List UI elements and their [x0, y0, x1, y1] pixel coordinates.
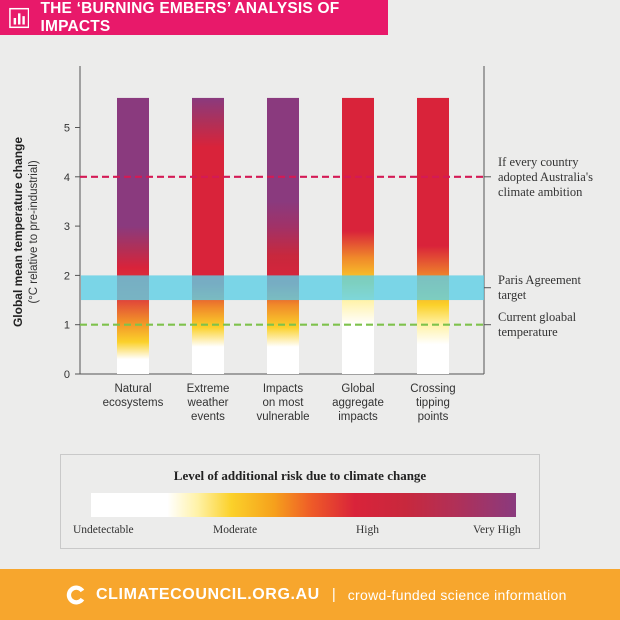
y-tick-label: 2 [64, 270, 70, 282]
y-tick-label: 3 [64, 221, 70, 233]
ember-bar [417, 97, 449, 375]
y-axis-subtitle: (°C relative to pre-industrial) [28, 160, 40, 303]
ember-bar [117, 97, 149, 375]
x-category-label: Global [341, 383, 374, 395]
x-category-label: Natural [114, 383, 151, 395]
x-category-label: vulnerable [256, 411, 309, 423]
x-category-label: Impacts [263, 383, 304, 395]
legend-title: Level of additional risk due to climate … [173, 468, 427, 483]
x-category-label: on most [263, 397, 305, 409]
ambition-line-label: If every country [498, 155, 579, 169]
y-tick-label: 1 [64, 320, 70, 332]
x-category-label: points [418, 411, 449, 423]
legend-label-very-high: Very High [473, 524, 521, 536]
paris-band-label: target [498, 288, 527, 302]
y-tick-label: 0 [64, 369, 70, 381]
x-category-label: Crossing [410, 383, 455, 395]
climate-council-logo-icon [66, 585, 85, 604]
x-category-label: Extreme [187, 383, 230, 395]
current-temp-line-label: temperature [498, 325, 558, 339]
burning-embers-chart: 0 1 2 3 4 5 Global mean temperature change (°C … [11, 66, 593, 423]
x-category-label: aggregate [332, 397, 384, 409]
x-category-label: impacts [338, 411, 378, 423]
y-axis-title: Global mean temperature change [11, 137, 25, 327]
x-category-label: ecosystems [103, 397, 164, 409]
ambition-line-label: climate ambition [498, 185, 583, 199]
x-category-label: events [191, 411, 225, 423]
legend-label-moderate: Moderate [213, 524, 258, 536]
ember-bar [192, 97, 224, 375]
footer-tagline: crowd-funded science information [347, 586, 567, 603]
footer-brand-link[interactable]: CLIMATECOUNCIL.ORG.AU [96, 585, 320, 603]
ember-bar [267, 97, 299, 375]
header-banner: THE ‘BURNING EMBERS’ ANALYSIS OF IMPACTS [0, 0, 388, 35]
paris-target-band [81, 275, 484, 301]
risk-legend: Level of additional risk due to climate … [60, 454, 540, 549]
ember-bar [342, 97, 374, 375]
y-tick-label: 4 [64, 172, 70, 184]
legend-label-undetectable: Undetectable [73, 524, 134, 536]
risk-gradient-bar [91, 493, 516, 517]
footer-banner: CLIMATECOUNCIL.ORG.AU | crowd-funded sci… [0, 569, 620, 620]
bar-chart-icon [9, 7, 30, 28]
page-title: THE ‘BURNING EMBERS’ ANALYSIS OF IMPACTS [40, 0, 340, 35]
footer-separator: | [331, 586, 336, 603]
x-category-label: tipping [416, 397, 450, 409]
y-tick-label: 5 [64, 123, 70, 135]
current-temp-line-label: Current gloabal [498, 310, 577, 324]
paris-band-label: Paris Agreement [498, 273, 581, 287]
ambition-line-label: adopted Australia's [498, 170, 593, 184]
legend-label-high: High [356, 524, 379, 536]
x-category-label: weather [187, 397, 229, 409]
